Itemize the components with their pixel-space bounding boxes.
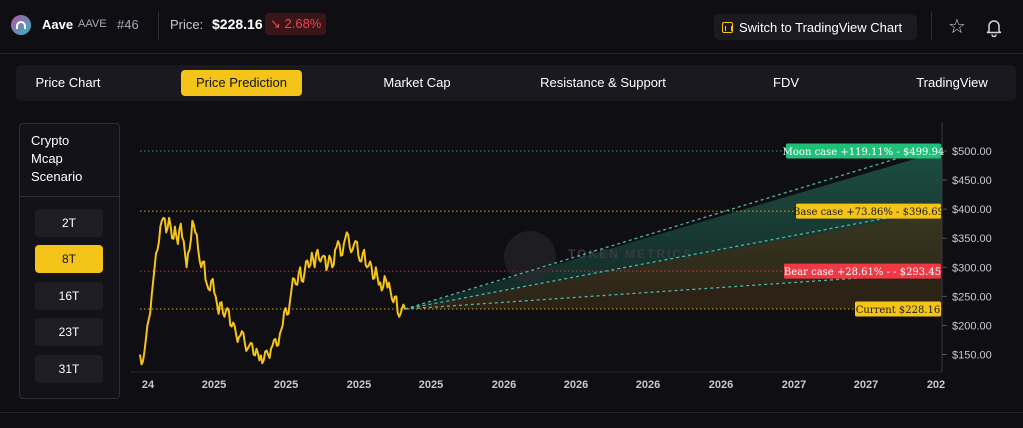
y-tick-label: $400.00 [952,204,992,216]
tab-price-prediction[interactable]: Price Prediction [181,70,302,96]
coin-symbol: AAVE [78,18,107,30]
x-tick-label: 2025 [274,379,298,391]
projection-line [404,214,903,310]
scenario-title-line: Scenario [31,169,83,184]
scenario-title: Crypto Mcap Scenario [31,132,111,186]
coin-name: Aave [42,17,74,32]
scenario-23t-button[interactable]: 23T [35,318,103,346]
y-tick-label: $250.00 [952,291,992,303]
scenario-label-box [796,203,941,219]
tab-market-cap[interactable]: Market Cap [383,75,451,90]
price-prediction-chart[interactable]: TOKEN METRICS $500.00 $450.00 $400.00 $350.… [130,122,1023,402]
header-divider-right [931,12,932,40]
watermark-text: TOKEN METRICS [568,247,693,261]
bottom-divider [0,412,1023,413]
x-tick-label: 2026 [636,379,660,391]
x-tick-label: 24 [142,379,155,391]
tab-tradingview[interactable]: TradingView [916,75,988,90]
bear-current-band [405,271,942,310]
scenario-label: Moon case +119.11% - $499.94 [783,147,945,158]
scenario-31t-button[interactable]: 31T [35,355,103,383]
header-divider [158,12,159,40]
scenario-label: Bear case +28.61% - - $293.45 [784,267,941,278]
y-tick-label: $150.00 [952,350,992,362]
scenario-title-line: Mcap [31,151,63,166]
x-tick-label: 2025 [347,379,371,391]
scenario-8t-button[interactable]: 8T [35,245,103,273]
scenario-divider [20,196,119,197]
x-tick-label: 2026 [709,379,733,391]
y-tick-label: $500.00 [952,146,992,158]
x-tick-label: 2025 [202,379,226,391]
mcap-scenario-panel: Crypto Mcap Scenario 2T 8T 16T 23T 31T [19,123,120,399]
watermark-logo-icon [504,231,556,283]
y-tick-label: $350.00 [952,233,992,245]
scenario-16t-button[interactable]: 16T [35,282,103,310]
tab-resistance-support[interactable]: Resistance & Support [540,75,666,90]
x-tick-label: 2027 [854,379,878,391]
price-change-badge: ↘ 2.68% [265,13,327,35]
y-tick-label: $300.00 [952,262,992,274]
scenario-label-box [855,301,941,317]
scenario-2t-button[interactable]: 2T [35,209,103,237]
chart-tabs: Price Chart Price Prediction Market Cap … [16,65,1016,101]
star-icon[interactable]: ☆ [948,16,966,38]
x-tick-label: 2026 [492,379,516,391]
projection-line [404,156,903,310]
chart-icon [722,21,733,33]
x-tick-label: 2025 [419,379,443,391]
y-tick-label: $200.00 [952,320,992,332]
switch-tradingview-label: Switch to TradingView Chart [739,19,903,35]
scenario-label: Base case +73.86% - $396.69 [793,207,944,218]
x-tick-label: 202 [927,379,945,391]
price-value: $228.16 [212,16,263,32]
watermark: TOKEN METRICS [504,231,693,283]
x-tick-label: 2027 [782,379,806,391]
chart-svg: TOKEN METRICS $500.00 $450.00 $400.00 $350.… [130,122,992,391]
scenario-label-box [786,143,941,159]
base-bear-band [405,211,942,310]
scenario-label: Current $228.16 [856,305,941,316]
bell-icon[interactable] [983,16,1005,38]
price-series-line [139,216,406,366]
coin-header: Aave AAVE #46 Price: $228.16 ↘ 2.68% Swi… [0,0,1023,54]
projection-line [404,274,903,310]
tab-price-chart[interactable]: Price Chart [35,75,101,90]
y-tick-label: $450.00 [952,175,992,187]
price-label: Price: [170,17,204,32]
coin-rank: #46 [117,17,139,32]
switch-tradingview-button[interactable]: Switch to TradingView Chart [714,14,917,40]
tab-fdv[interactable]: FDV [773,75,799,90]
scenario-label-box [784,263,941,279]
x-tick-label: 2026 [564,379,588,391]
scenario-title-line: Crypto [31,133,70,148]
aave-logo-icon [11,15,31,35]
